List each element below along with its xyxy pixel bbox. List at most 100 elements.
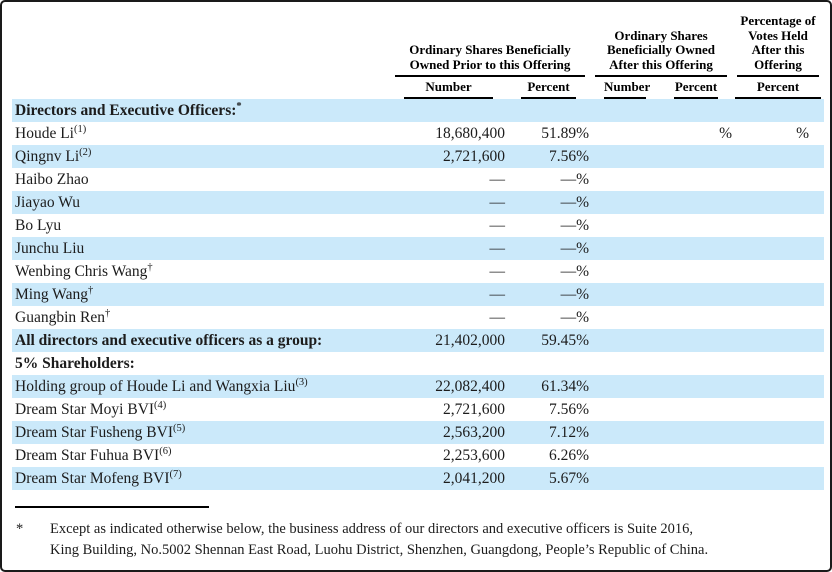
footnote-line: King Building, No.5002 Shennan East Road…	[50, 542, 709, 558]
table-row: Ming Wang† — —%	[12, 282, 824, 306]
prior-percent-cell: 7.12%	[507, 420, 590, 444]
after-percent-cell	[660, 144, 732, 168]
footnote-divider	[15, 505, 209, 508]
ownership-table-body: Directors and Executive Officers:* Houde…	[12, 98, 824, 490]
after-number-cell	[590, 466, 660, 490]
votes-percent-cell	[732, 282, 824, 306]
after-number-cell	[590, 98, 660, 122]
prior-percent-cell: 51.89%	[541, 124, 589, 142]
prior-number-cell: —	[390, 236, 507, 260]
table-row: Dream Star Moyi BVI(4) 2,721,600 7.56%	[12, 398, 824, 421]
ownership-table-header: Ordinary Shares Beneficially Owned Prior…	[12, 13, 824, 99]
column-header-prior-number: Number	[390, 77, 507, 99]
footnote-marker: *	[16, 520, 24, 537]
shareholder-name: Dream Star Mofeng BVI	[15, 469, 170, 487]
after-number-cell	[590, 374, 660, 398]
shareholder-name-cell: Dream Star Fusheng BVI(5)	[12, 420, 390, 444]
prior-percent-cell	[507, 98, 590, 122]
table-row: All directors and executive officers as …	[12, 328, 824, 352]
footnote-reference: †	[104, 307, 111, 319]
shareholder-name-cell: Haibo Zhao	[12, 168, 390, 191]
shareholder-name-cell: Ming Wang†	[12, 282, 390, 306]
footnote-reference: (1)	[73, 123, 87, 135]
prior-number-cell: 2,253,600	[443, 446, 505, 464]
table-row: 5% Shareholders:	[12, 352, 824, 375]
header-spacer	[12, 77, 390, 99]
footnote-reference: *	[236, 100, 242, 112]
after-number-cell	[590, 282, 660, 306]
after-percent-cell	[660, 168, 732, 191]
prior-percent-cell	[507, 352, 590, 375]
shareholder-name: Ming Wang	[15, 285, 88, 303]
after-percent-cell	[660, 214, 732, 237]
shareholder-name: Bo Lyu	[15, 216, 62, 234]
column-group-prior-offering-label: Ordinary Shares Beneficially Owned Prior…	[395, 42, 585, 77]
column-header-after-number: Number	[590, 77, 660, 99]
votes-percent-cell	[732, 260, 824, 283]
shareholder-name-cell: Dream Star Moyi BVI(4)	[12, 398, 390, 421]
after-percent-cell	[660, 260, 732, 283]
table-row: Guangbin Ren† — —%	[12, 306, 824, 329]
table-row: Junchu Liu — —%	[12, 236, 824, 260]
footnote-line: Except as indicated otherwise below, the…	[50, 520, 694, 537]
votes-percent-cell	[732, 168, 824, 191]
after-percent-cell	[660, 444, 732, 467]
after-number-cell	[590, 352, 660, 375]
prior-number-cell: —	[390, 190, 507, 214]
table-row: Dream Star Mofeng BVI(7) 2,041,200 5.67%	[12, 466, 824, 490]
shareholder-name-cell: Jiayao Wu	[12, 190, 390, 214]
shareholder-name: Dream Star Moyi BVI	[15, 400, 155, 418]
prior-percent-cell: —%	[507, 282, 590, 306]
table-row: Bo Lyu — —%	[12, 214, 824, 237]
after-number-cell	[590, 444, 660, 467]
table-row: Haibo Zhao — —%	[12, 168, 824, 191]
footnote-reference: (4)	[154, 399, 167, 411]
shareholder-name: Junchu Liu	[15, 239, 85, 257]
after-number-cell	[590, 190, 660, 214]
prior-number-cell: 2,721,600	[443, 400, 505, 418]
votes-percent-cell	[732, 236, 824, 260]
after-number-cell	[590, 168, 660, 191]
footnote: * Except as indicated otherwise below, t…	[16, 519, 830, 562]
after-percent-cell: %	[719, 124, 732, 142]
footnote-reference: (6)	[159, 445, 172, 457]
prior-percent-cell: 6.26%	[548, 446, 589, 464]
after-number-cell	[590, 260, 660, 283]
after-percent-cell	[660, 98, 732, 122]
prior-number-cell: —	[489, 170, 506, 188]
footnote-reference: (5)	[173, 422, 186, 434]
after-number-cell	[590, 328, 660, 352]
prior-percent-cell: —%	[507, 236, 590, 260]
column-group-votes: Percentage of Votes Held After this Offe…	[732, 13, 824, 77]
column-group-after-offering-label: Ordinary Shares Beneficially Owned After…	[595, 28, 727, 77]
after-number-cell	[590, 236, 660, 260]
shareholder-name-cell: Wenbing Chris Wang†	[12, 260, 390, 283]
prior-percent-cell: 7.56%	[507, 144, 590, 168]
votes-percent-cell	[732, 144, 824, 168]
votes-percent-cell	[732, 420, 824, 444]
shareholder-name: Haibo Zhao	[15, 170, 89, 188]
votes-percent-cell	[732, 398, 824, 421]
after-percent-cell	[660, 236, 732, 260]
shareholder-name-cell: Junchu Liu	[12, 236, 390, 260]
shareholder-name-cell: 5% Shareholders:	[12, 352, 390, 375]
shareholder-name-cell: Dream Star Mofeng BVI(7)	[12, 466, 390, 490]
prior-number-cell: 2,041,200	[390, 466, 507, 490]
table-row: Qingnv Li(2) 2,721,600 7.56%	[12, 144, 824, 168]
shareholder-name: Qingnv Li	[15, 147, 80, 165]
shareholder-name-cell: Bo Lyu	[12, 214, 390, 237]
prior-percent-cell: 7.56%	[548, 400, 589, 418]
column-header-votes-percent: Percent	[732, 77, 824, 99]
after-percent-cell	[660, 398, 732, 421]
votes-percent-cell	[732, 306, 824, 329]
shareholder-name: Directors and Executive Officers:	[15, 101, 237, 119]
after-number-cell	[590, 122, 660, 145]
column-header-after-percent: Percent	[660, 77, 732, 99]
prior-number-cell: —	[489, 216, 506, 234]
shareholder-name-cell: Qingnv Li(2)	[12, 144, 390, 168]
footnote-reference: (3)	[295, 376, 308, 388]
shareholder-name: Holding group of Houde Li and Wangxia Li…	[15, 377, 296, 395]
shareholder-name-cell: Holding group of Houde Li and Wangxia Li…	[12, 374, 390, 398]
prior-number-cell	[390, 98, 507, 122]
